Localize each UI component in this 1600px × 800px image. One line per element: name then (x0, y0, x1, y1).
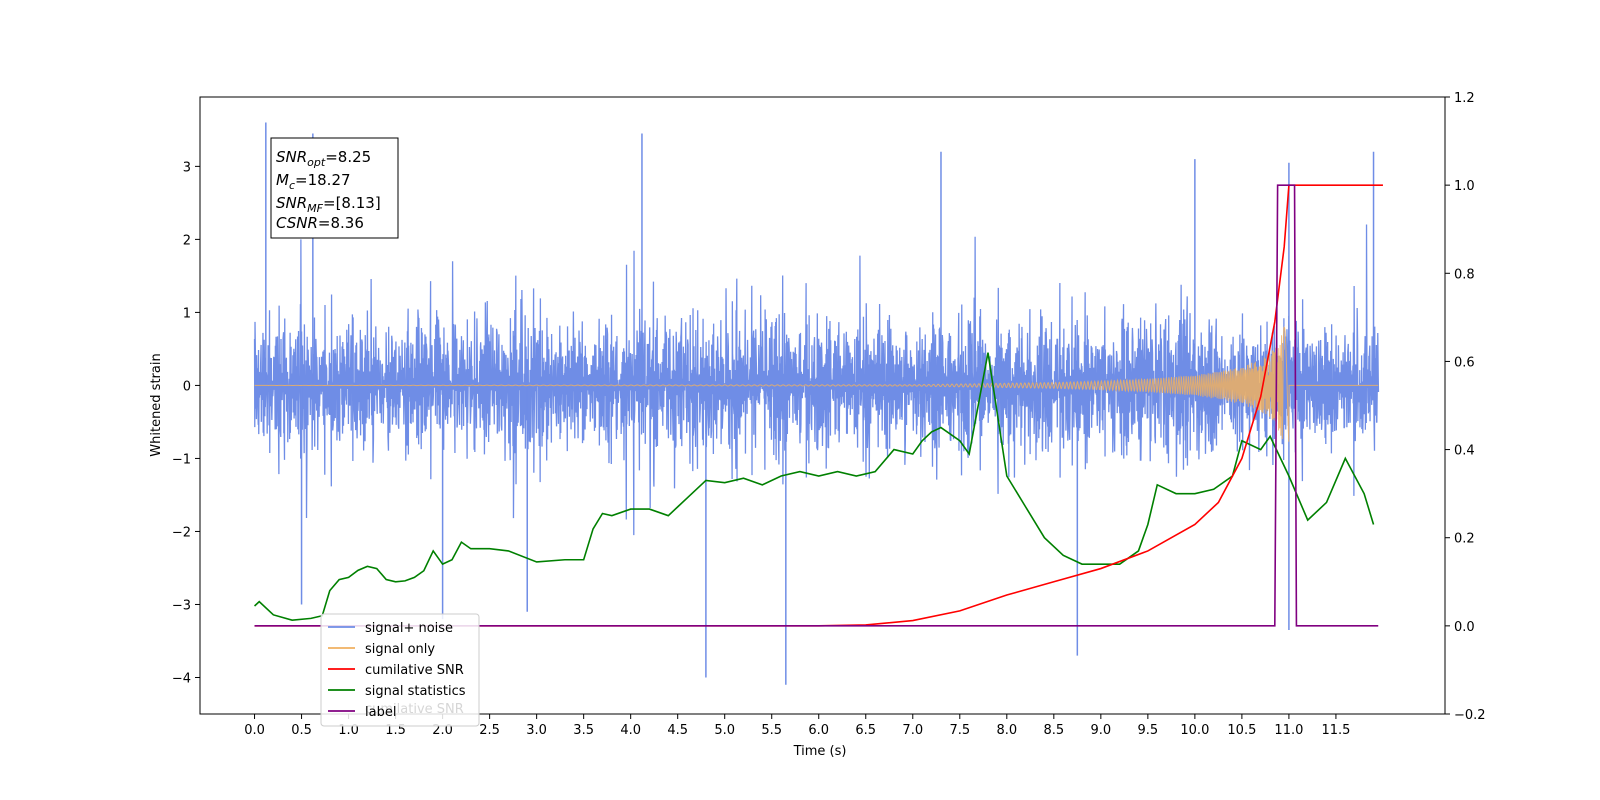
legend-hidden-text: cumilative SNR (365, 702, 464, 717)
annotation-snr-opt: SNRopt=8.25 (276, 148, 371, 169)
legend-label-4: label (365, 705, 396, 720)
legend: cumilative SNR signal+ noise signal only c… (320, 613, 480, 727)
x-tick-label-22: 11.0 (1274, 723, 1303, 738)
x-tick-label-12: 6.0 (808, 723, 829, 738)
cumulative-snr-line (254, 184, 1383, 627)
legend-label-0: signal+ noise (365, 621, 453, 636)
y2-tick-label-7: 1.2 (1454, 91, 1475, 106)
x-tick-label-16: 8.0 (996, 723, 1017, 738)
series-signal-only (254, 326, 1379, 442)
annotation-csnr: CSNR=8.36 (276, 214, 364, 232)
x-tick-label-19: 9.5 (1138, 723, 1159, 738)
legend-label-2: cumilative SNR (365, 663, 464, 678)
series-label (254, 184, 1379, 627)
legend-label-3: signal statistics (365, 684, 466, 699)
y2-tick-label-0: −0.2 (1454, 708, 1486, 723)
x-tick-label-15: 7.5 (949, 723, 970, 738)
y2-tick-label-3: 0.4 (1454, 444, 1475, 459)
x-tick-label-21: 10.5 (1227, 723, 1256, 738)
plot-area (253, 122, 1383, 685)
signal-only-line (254, 326, 1379, 442)
y2-tick-label-4: 0.6 (1454, 355, 1475, 370)
y2-tick-label-2: 0.2 (1454, 532, 1475, 547)
x-tick-label-18: 9.0 (1090, 723, 1111, 738)
x-tick-label-6: 3.0 (526, 723, 547, 738)
y2-tick-label-6: 1.0 (1454, 179, 1475, 194)
y-tick-label-7: 3 (183, 160, 191, 175)
y2-tick-label-1: 0.0 (1454, 620, 1475, 635)
x-tick-label-3: 1.5 (385, 723, 406, 738)
y2-tick-label-5: 0.8 (1454, 267, 1475, 282)
x-tick-label-5: 2.5 (479, 723, 500, 738)
y-tick-label-3: −1 (172, 452, 191, 467)
label-line (254, 184, 1379, 627)
x-tick-label-20: 10.0 (1180, 723, 1209, 738)
x-tick-label-1: 0.5 (291, 723, 312, 738)
y-tick-label-2: −2 (172, 525, 191, 540)
x-tick-label-11: 5.5 (761, 723, 782, 738)
series-signal-noise (253, 122, 1380, 685)
x-tick-label-4: 2.0 (432, 723, 453, 738)
x-tick-label-14: 7.0 (902, 723, 923, 738)
y-axis-right: −0.2 0.0 0.2 0.4 0.6 0.8 1.0 1.2 (1445, 91, 1486, 723)
y-tick-label-6: 2 (183, 233, 191, 248)
x-tick-label-0: 0.0 (244, 723, 265, 738)
x-axis-label: Time (s) (793, 744, 847, 759)
y-tick-label-4: 0 (183, 379, 191, 394)
annotation-box: SNRopt=8.25 Mc=18.27 SNRMF=[8.13] CSNR=8… (270, 137, 399, 239)
annotation-mc: Mc=18.27 (276, 171, 351, 192)
annotation-snr-mf: SNRMF=[8.13] (276, 194, 381, 215)
x-tick-label-13: 6.5 (855, 723, 876, 738)
x-tick-label-23: 11.5 (1321, 723, 1350, 738)
x-tick-label-2: 1.0 (338, 723, 359, 738)
series-signal-statistics (253, 352, 1375, 621)
series-cumulative-snr (254, 184, 1383, 627)
x-tick-label-10: 5.0 (714, 723, 735, 738)
y-tick-label-1: −3 (172, 598, 191, 613)
y-axis-label: Whitened strain (149, 353, 164, 456)
x-axis: 0.0 0.5 1.0 1.5 2.0 2.5 3.0 3.5 4.0 4.5 5.0 5.5 6.0 6… (244, 714, 1350, 738)
y-axis-left: −4 −3 −2 −1 0 1 2 3 (172, 160, 200, 686)
x-tick-label-17: 8.5 (1043, 723, 1064, 738)
signal-statistics-line (253, 352, 1375, 621)
y-tick-label-5: 1 (183, 306, 191, 321)
legend-label-1: signal only (365, 642, 435, 657)
plot-frame (199, 96, 1446, 715)
y-tick-label-0: −4 (172, 671, 191, 686)
x-tick-label-9: 4.5 (667, 723, 688, 738)
x-tick-label-8: 4.0 (620, 723, 641, 738)
x-tick-label-7: 3.5 (573, 723, 594, 738)
